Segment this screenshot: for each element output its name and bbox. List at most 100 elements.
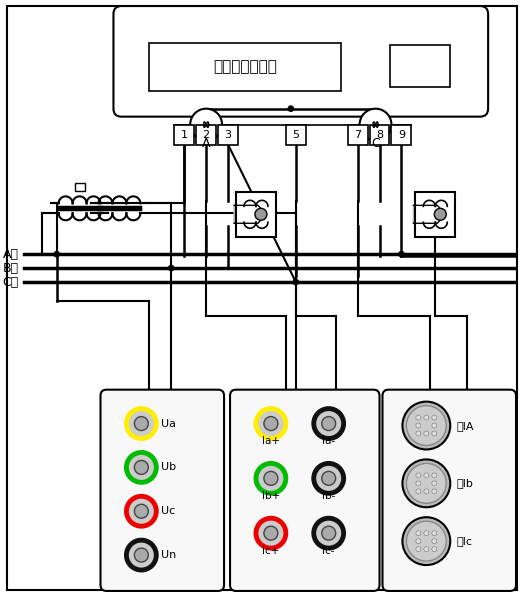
Circle shape xyxy=(314,518,343,548)
Circle shape xyxy=(424,415,429,420)
Bar xyxy=(174,125,194,145)
Circle shape xyxy=(264,526,278,540)
Bar xyxy=(370,125,389,145)
Text: C相: C相 xyxy=(3,275,19,288)
Circle shape xyxy=(432,481,437,486)
Circle shape xyxy=(264,471,278,485)
Text: 1: 1 xyxy=(181,129,188,139)
Circle shape xyxy=(314,464,343,493)
Circle shape xyxy=(134,548,148,562)
Text: 9: 9 xyxy=(398,129,405,139)
Circle shape xyxy=(168,265,174,271)
Circle shape xyxy=(416,473,421,478)
Circle shape xyxy=(190,108,222,141)
Circle shape xyxy=(432,539,437,544)
Circle shape xyxy=(398,251,405,257)
Circle shape xyxy=(416,431,421,436)
Bar xyxy=(149,43,341,91)
Text: Ib-: Ib- xyxy=(322,491,335,501)
Text: B相: B相 xyxy=(3,262,19,275)
Text: 3: 3 xyxy=(224,129,232,139)
Circle shape xyxy=(402,402,450,449)
Circle shape xyxy=(293,279,299,285)
Text: Uc: Uc xyxy=(161,506,175,516)
Bar xyxy=(75,184,85,191)
Circle shape xyxy=(434,209,446,221)
Circle shape xyxy=(424,473,429,478)
Bar xyxy=(392,125,411,145)
Text: 钮IA: 钮IA xyxy=(456,421,474,430)
Circle shape xyxy=(126,452,156,482)
Circle shape xyxy=(402,517,450,565)
Circle shape xyxy=(416,423,421,428)
Bar xyxy=(390,45,450,87)
Circle shape xyxy=(126,540,156,570)
Circle shape xyxy=(424,489,429,494)
Text: Ib+: Ib+ xyxy=(262,491,280,501)
Circle shape xyxy=(134,504,148,518)
Circle shape xyxy=(407,522,446,561)
Circle shape xyxy=(407,406,446,445)
Text: C: C xyxy=(371,137,380,150)
Circle shape xyxy=(255,209,267,221)
Circle shape xyxy=(402,460,450,507)
Bar xyxy=(196,125,216,145)
Text: 钮Ib: 钮Ib xyxy=(456,479,473,488)
Text: Ic+: Ic+ xyxy=(262,546,280,556)
FancyBboxPatch shape xyxy=(230,390,379,591)
Circle shape xyxy=(432,489,437,494)
Circle shape xyxy=(126,409,156,439)
Circle shape xyxy=(322,471,336,485)
Circle shape xyxy=(126,496,156,526)
Circle shape xyxy=(360,108,392,141)
Text: Un: Un xyxy=(161,550,176,560)
Circle shape xyxy=(432,530,437,536)
Bar xyxy=(286,125,306,145)
Circle shape xyxy=(314,409,343,439)
Circle shape xyxy=(416,530,421,536)
FancyBboxPatch shape xyxy=(101,390,224,591)
Circle shape xyxy=(416,489,421,494)
Circle shape xyxy=(432,423,437,428)
Text: Ic-: Ic- xyxy=(323,546,335,556)
Circle shape xyxy=(256,464,286,493)
Circle shape xyxy=(416,481,421,486)
Circle shape xyxy=(264,417,278,430)
Circle shape xyxy=(416,415,421,420)
Circle shape xyxy=(322,526,336,540)
Text: Ia+: Ia+ xyxy=(262,436,280,446)
Circle shape xyxy=(416,539,421,544)
Text: A: A xyxy=(202,137,210,150)
Bar xyxy=(218,125,238,145)
Bar xyxy=(416,192,455,237)
Text: Ua: Ua xyxy=(161,418,176,429)
Circle shape xyxy=(432,473,437,478)
Bar xyxy=(236,192,276,237)
Text: Ub: Ub xyxy=(161,462,176,473)
Bar xyxy=(348,125,367,145)
Text: 钮Ic: 钮Ic xyxy=(456,536,472,546)
Text: 5: 5 xyxy=(292,129,299,139)
Circle shape xyxy=(256,409,286,439)
Text: 三相三线电能表: 三相三线电能表 xyxy=(213,60,277,74)
Circle shape xyxy=(424,431,429,436)
Text: Ia-: Ia- xyxy=(322,436,335,446)
Circle shape xyxy=(54,251,60,257)
Circle shape xyxy=(432,547,437,551)
Polygon shape xyxy=(234,206,266,224)
Polygon shape xyxy=(413,206,445,224)
Circle shape xyxy=(424,547,429,551)
Circle shape xyxy=(256,518,286,548)
Text: 7: 7 xyxy=(354,129,361,139)
Text: 8: 8 xyxy=(376,129,383,139)
Circle shape xyxy=(432,431,437,436)
Circle shape xyxy=(416,547,421,551)
Circle shape xyxy=(288,105,294,111)
FancyBboxPatch shape xyxy=(383,390,516,591)
Circle shape xyxy=(322,417,336,430)
Circle shape xyxy=(407,464,446,503)
Circle shape xyxy=(134,461,148,474)
Circle shape xyxy=(432,415,437,420)
Text: 2: 2 xyxy=(203,129,210,139)
Text: A相: A相 xyxy=(3,248,19,260)
